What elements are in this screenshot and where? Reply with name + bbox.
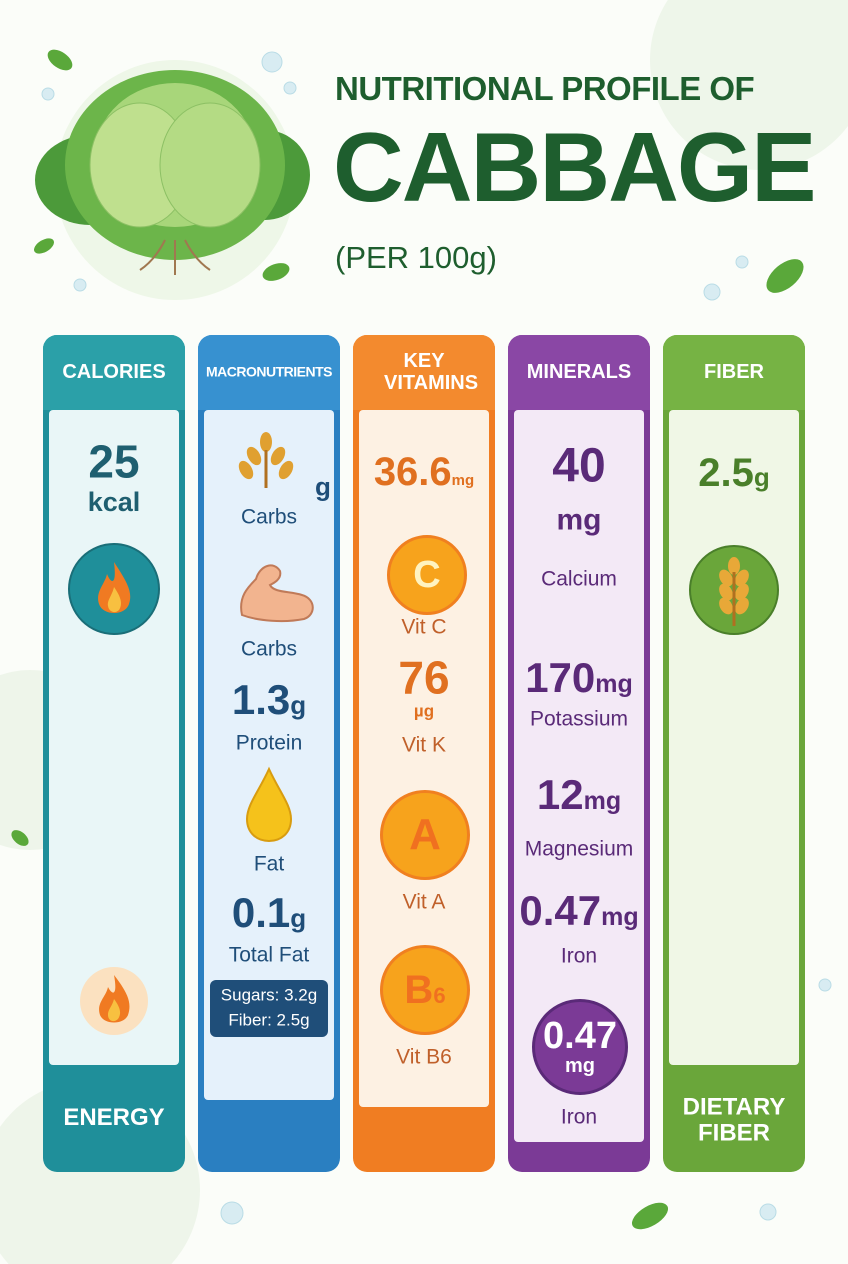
value: 36.6: [373, 450, 452, 494]
column-header-band: [198, 335, 340, 410]
decor: 36.6mg: [353, 450, 495, 494]
unit: mg: [556, 503, 602, 537]
wheat-icon: [238, 432, 294, 488]
header-title: CABBAGE: [333, 112, 816, 222]
value: 12: [536, 770, 584, 818]
column-header-band: [353, 335, 495, 410]
wheat-icon: [689, 545, 779, 635]
vitamins-column: KEY VITAMINS 36.6mg C Vit C 76 µg Vit K …: [353, 335, 495, 1172]
badge-letter: B: [404, 967, 434, 1012]
column-heading: MINERALS: [526, 361, 632, 383]
label: Vit C: [401, 615, 447, 639]
badge-value: 0.47: [543, 1014, 617, 1057]
label: Fat: [253, 852, 285, 876]
label: Vit A: [402, 890, 446, 914]
unit: kcal: [87, 487, 141, 518]
decor: 12mg: [508, 770, 650, 818]
value: 0.1: [231, 888, 291, 936]
value: 40: [552, 439, 606, 493]
label: Magnesium: [524, 837, 634, 861]
vitamin-badge: A: [380, 790, 470, 880]
badge-subscript: 6: [433, 983, 446, 1008]
decor: 0.47mg: [508, 886, 650, 934]
column-heading: FIBER: [704, 361, 764, 383]
unit: g: [290, 689, 307, 720]
value: 0.47: [519, 886, 602, 934]
decor: 1.3g: [198, 675, 340, 723]
column-footer: DIETARY FIBER: [682, 1093, 786, 1147]
unit: µg: [413, 701, 435, 721]
drop-icon: [245, 766, 293, 843]
unit: mg: [583, 786, 622, 815]
vitamin-badge: C: [387, 535, 467, 615]
value: 25: [88, 435, 140, 488]
unit: g: [315, 471, 331, 502]
label: Carbs: [240, 505, 298, 529]
muscle-icon: [240, 564, 314, 623]
badge-unit: mg: [565, 1054, 595, 1077]
minerals-column: MINERALS 40 mg Calcium 170mg Potassium 1…: [508, 335, 650, 1172]
note: Fiber: 2.5g: [228, 1010, 310, 1030]
label: Protein: [235, 731, 303, 755]
column-footer: ENERGY: [63, 1103, 165, 1131]
column-heading: CALORIES: [62, 361, 166, 383]
header-line: NUTRITIONAL PROFILE OF: [335, 70, 755, 107]
value: 170: [525, 653, 596, 701]
label: Vit K: [402, 733, 446, 757]
column-header-band: [43, 335, 185, 410]
unit: g: [753, 462, 770, 492]
decor: 2.5g: [663, 451, 805, 495]
unit: mg: [595, 669, 633, 698]
column-header-band: [663, 335, 805, 410]
label: Total Fat: [228, 943, 310, 967]
label: Carbs: [240, 637, 298, 661]
macronutrients-column: MACRONUTRIENTS g Carbs Carbs 1.3g Protei…: [198, 335, 340, 1172]
header-subtitle: (PER 100g): [335, 240, 497, 275]
decor: [210, 980, 328, 1037]
column-panel: [49, 410, 179, 1065]
calories-column: CALORIES 25 kcal ENERGY: [43, 335, 185, 1172]
flame-icon: [68, 543, 160, 635]
label: Potassium: [529, 707, 629, 731]
label: Vit B6: [396, 1045, 452, 1069]
decor: 170mg: [508, 653, 650, 701]
value: 2.5: [698, 451, 754, 495]
fiber-column: FIBER 2.5g DIETARY FIBER: [663, 335, 805, 1172]
note: Sugars: 3.2g: [220, 985, 318, 1005]
mineral-badge: 0.47 mg: [532, 999, 628, 1095]
label: Iron: [560, 944, 598, 968]
value: 76: [398, 651, 450, 704]
value: 1.3: [231, 675, 291, 723]
unit: mg: [451, 472, 475, 489]
label: Calcium: [541, 567, 617, 591]
column-heading: KEY VITAMINS: [384, 350, 479, 394]
decor: 0.1g: [198, 888, 340, 936]
column-header-band: [508, 335, 650, 410]
label: Iron: [560, 1105, 598, 1129]
unit: g: [290, 902, 307, 933]
column-heading: MACRONUTRIENTS: [206, 363, 333, 380]
unit: mg: [601, 902, 639, 931]
flame-icon: [80, 967, 148, 1035]
column-panel: [669, 410, 799, 1065]
